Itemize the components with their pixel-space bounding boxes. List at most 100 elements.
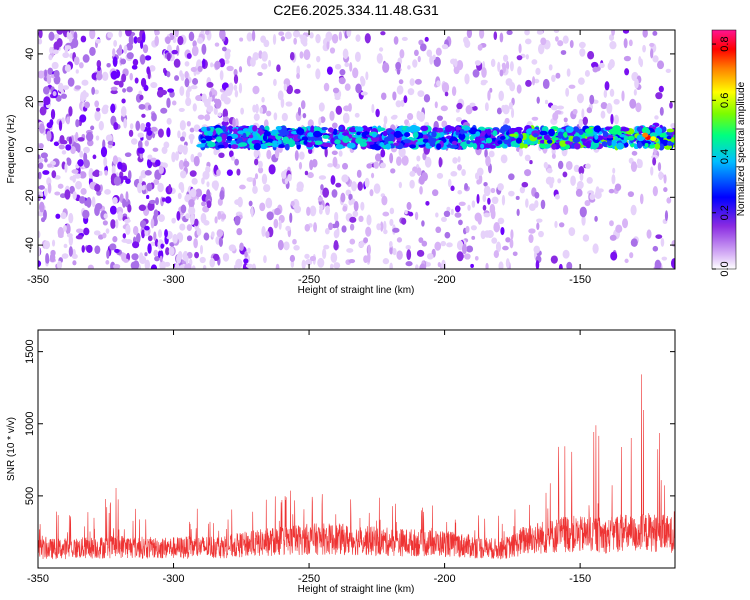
spectrogram-cell [329, 47, 336, 54]
spectrogram-cell [396, 85, 404, 95]
spectrogram-cell [671, 258, 675, 269]
spectrogram-cell [293, 37, 297, 45]
spectrogram-cell [436, 127, 444, 133]
spectrogram-cell [239, 37, 244, 42]
spectrogram-cell [150, 157, 157, 163]
spectrogram-cell [582, 116, 588, 126]
spectrogram-cell [330, 252, 338, 263]
spectrogram-cell [220, 93, 226, 102]
spectrogram-cell [298, 161, 303, 170]
spectrogram-cell [562, 35, 569, 44]
spectrogram-cell [60, 93, 67, 99]
spectrogram-cell [195, 94, 203, 101]
spectrogram-cell [53, 34, 60, 40]
spectrogram-cell [581, 108, 585, 119]
spectrogram-cell [72, 174, 76, 183]
spectrogram-cell [300, 100, 306, 110]
spectrogram-cell [381, 195, 388, 206]
x-tick-label: -150 [569, 573, 591, 585]
spectrogram-cell [161, 197, 166, 202]
spectrogram-cell [455, 126, 462, 131]
spectrogram-cell [153, 231, 157, 241]
spectrogram-cell [332, 122, 338, 129]
spectrogram-cell [338, 126, 343, 131]
spectrogram-cell [190, 84, 198, 90]
spectrogram-cell [289, 212, 293, 224]
spectrogram-cell [96, 190, 102, 196]
spectrogram-cell [450, 185, 455, 192]
spectrogram-cell [636, 126, 643, 132]
spectrogram-cell [72, 260, 77, 266]
spectrogram-cell [183, 160, 190, 168]
spectrogram-cell [563, 117, 568, 123]
spectrogram-cell [126, 86, 133, 93]
spectrogram-cell [443, 210, 451, 218]
spectrogram-cell [93, 89, 99, 95]
x-ticks: -350 -300 -250 -200 -150 [27, 30, 591, 286]
spectrogram-peak [642, 132, 649, 138]
y-tick-label: 500 [24, 487, 36, 505]
spectrogram-cell [474, 255, 479, 261]
spectrogram-cell [496, 107, 502, 115]
spectrogram-cell [62, 224, 67, 232]
spectrogram-cell [642, 30, 648, 38]
spectrogram-cell [354, 112, 360, 118]
spectrogram-cells [38, 30, 675, 269]
spectrogram-cell [557, 160, 564, 170]
spectrogram-cell [239, 242, 244, 252]
spectrogram-cell [509, 61, 514, 72]
spectrogram-cell [61, 150, 67, 155]
spectrogram-cell [137, 182, 143, 194]
spectrogram-cell [531, 116, 539, 121]
spectrogram-cell [65, 144, 72, 151]
spectrogram-cell [164, 36, 171, 44]
spectrogram-cell [186, 120, 191, 127]
spectrogram-cell [586, 107, 593, 114]
spectrogram-cell [380, 221, 384, 232]
spectrogram-cell [180, 170, 187, 179]
spectrogram-cell [157, 229, 163, 238]
spectrogram-cell [122, 198, 126, 208]
spectrogram-cell [395, 61, 402, 70]
spectrogram-cell [193, 155, 200, 167]
spectrogram-cell [645, 129, 651, 135]
spectrogram-cell [524, 38, 532, 45]
spectrogram-cell [523, 143, 528, 149]
spectrogram-cell [281, 170, 287, 179]
spectrogram-cell [58, 233, 64, 238]
spectrogram-cell [557, 131, 564, 139]
spectrogram-cell [652, 30, 658, 36]
spectrogram-cell [448, 144, 458, 149]
spectrogram-cell [173, 58, 181, 68]
spectrogram-cell [477, 167, 484, 176]
spectrogram-cell [614, 183, 622, 192]
spectrogram-cell [118, 30, 123, 38]
spectrogram-cell [307, 172, 314, 179]
spectrogram-cell [147, 243, 152, 254]
spectrogram-cell [85, 131, 94, 142]
spectrogram-cell [235, 258, 243, 269]
spectrogram-cell [261, 226, 266, 237]
spectrogram-cell [343, 105, 351, 112]
spectrogram-cell [444, 231, 451, 239]
spectrogram-cell [174, 151, 180, 161]
spectrogram-cell [81, 79, 89, 86]
spectrogram-cell [230, 156, 236, 161]
spectrogram-cell [654, 259, 662, 269]
spectrogram-cell [553, 30, 560, 34]
spectrogram-cell [326, 66, 333, 75]
spectrogram-cell [332, 87, 340, 94]
spectrogram-cell [74, 85, 82, 90]
spectrogram-cell [629, 252, 634, 259]
spectrogram-cell [204, 114, 211, 122]
spectrogram-cell [191, 45, 199, 57]
spectrogram-cell [477, 44, 483, 51]
spectrogram-cell [70, 146, 76, 154]
spectrogram-cell [125, 224, 131, 236]
spectrogram-cell [213, 149, 218, 156]
spectrogram-cell [484, 102, 489, 112]
spectrogram-cell [627, 135, 635, 141]
spectrogram-cell [142, 44, 149, 54]
spectrogram-cell [658, 85, 664, 93]
spectrogram-cell [94, 245, 101, 254]
